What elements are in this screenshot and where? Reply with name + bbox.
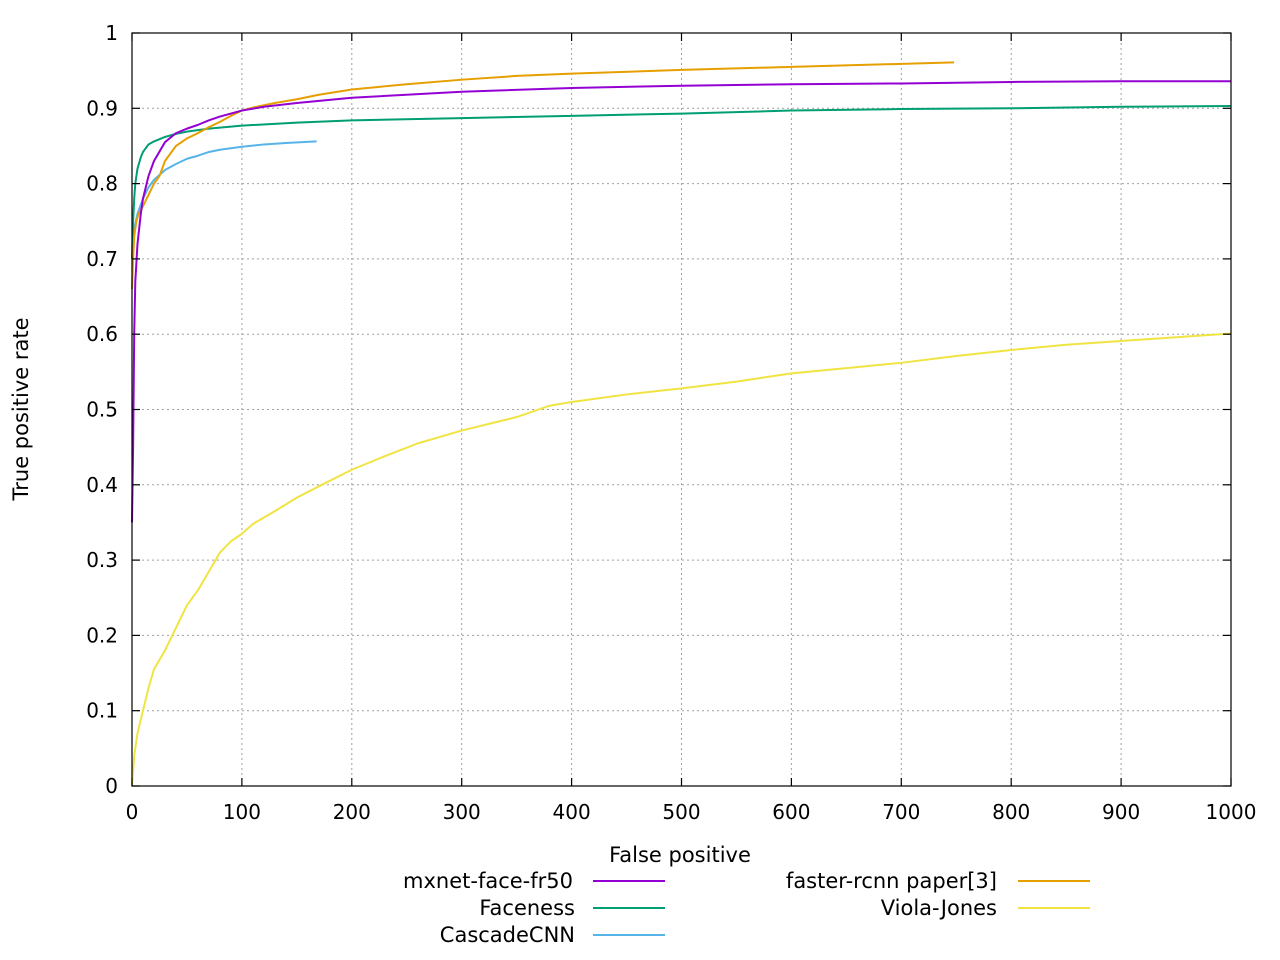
x-tick-label: 700 [882, 800, 920, 824]
x-tick-label: 800 [992, 800, 1030, 824]
x-tick-label: 500 [662, 800, 700, 824]
series-line-viola-jones [131, 332, 1232, 787]
legend-label-mxnet-face-fr50: mxnet-face-fr50 [403, 869, 573, 893]
x-tick-label: 400 [553, 800, 591, 824]
x-axis-title: False positive [609, 843, 751, 867]
x-tick-label: 600 [772, 800, 810, 824]
legend-label-viola-jones: Viola-Jones [881, 896, 997, 920]
y-tick-label: 0.6 [86, 322, 118, 346]
y-tick-label: 0.9 [86, 96, 118, 120]
y-tick-label: 0.1 [86, 699, 118, 723]
y-tick-label: 0.4 [86, 473, 118, 497]
y-tick-labels: 0 0.1 0.2 0.3 0.4 0.5 0.6 0.7 0.8 0.9 1 [86, 21, 118, 798]
grid [132, 33, 1231, 786]
x-tick-label: 1000 [1206, 800, 1257, 824]
x-tick-label: 900 [1102, 800, 1140, 824]
series-line-faster-rcnn-paper-3 [131, 61, 955, 290]
series-line-mxnet-face-fr50 [131, 80, 1231, 523]
y-tick-label: 0.2 [86, 623, 118, 647]
legend-label-faster-rcnn-paper-3: faster-rcnn paper[3] [786, 869, 997, 893]
legend-label-cascadecnn: CascadeCNN [440, 923, 575, 947]
y-tick-label: 0.5 [86, 398, 118, 422]
y-tick-label: 0.8 [86, 172, 118, 196]
x-tick-label: 200 [333, 800, 371, 824]
y-tick-label: 0 [105, 774, 118, 798]
series-line-cascadecnn [131, 140, 317, 259]
series-line-faceness [131, 105, 1232, 259]
x-tick-label: 100 [223, 800, 261, 824]
y-tick-label: 1 [105, 21, 118, 45]
y-tick-label: 0.7 [86, 247, 118, 271]
axis-ticks [131, 32, 1232, 787]
x-tick-labels: 0 100 200 300 400 500 600 700 800 900 1000 [126, 800, 1257, 824]
x-tick-label: 300 [443, 800, 481, 824]
legend: mxnet-face-fr50 Faceness CascadeCNN faster-… [403, 869, 1090, 947]
legend-label-faceness: Faceness [479, 896, 575, 920]
series-lines [131, 61, 1232, 787]
y-tick-label: 0.3 [86, 548, 118, 572]
x-tick-label: 0 [126, 800, 139, 824]
y-axis-title: True positive rate [9, 318, 33, 502]
